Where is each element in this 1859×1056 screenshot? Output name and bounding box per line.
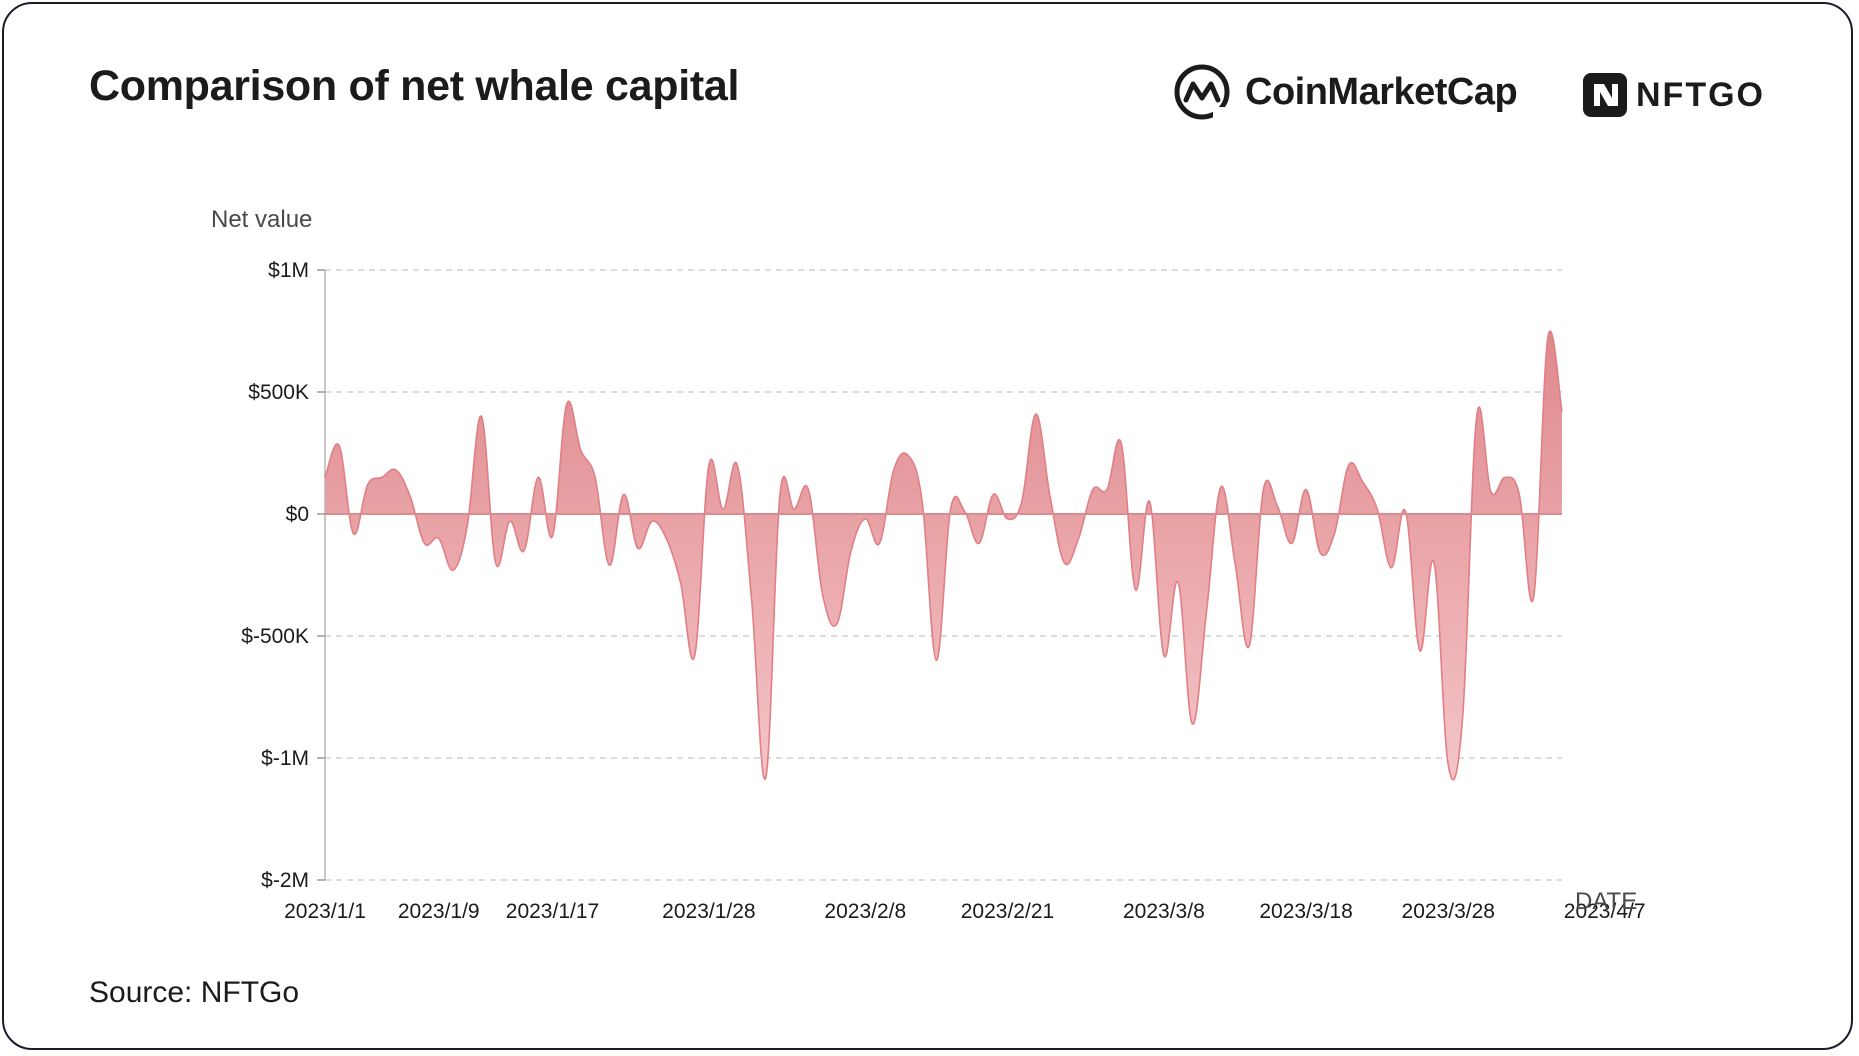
y-tick-label: $-500K	[241, 625, 309, 648]
x-axis-ticks: 2023/1/1 2023/1/9 2023/1/17 2023/1/28 2023/2…	[284, 900, 1645, 923]
nftgo-wordmark: NFTGO	[1636, 75, 1765, 114]
y-tick-label: $500K	[248, 381, 309, 404]
x-tick-label: 2023/3/8	[1123, 900, 1205, 923]
nftgo-logo: NFTGO	[1582, 72, 1765, 118]
y-tick-label: $-1M	[261, 747, 309, 770]
nftgo-logo-icon	[1583, 73, 1627, 117]
y-axis-label: Net value	[211, 206, 312, 233]
series-area-layer	[324, 330, 1563, 781]
coinmarketcap-logo: CoinMarketCap	[1173, 62, 1518, 122]
series-area	[325, 331, 1562, 780]
y-tick-label: $0	[286, 503, 309, 526]
source-note: Source: NFTGo	[89, 976, 300, 1009]
x-tick-label: 2023/1/1	[284, 900, 366, 923]
y-axis-ticks: $1M $500K $0 $-500K $-1M $-2M	[241, 259, 325, 892]
x-tick-label: 2023/1/9	[398, 900, 480, 923]
coinmarketcap-wordmark: CoinMarketCap	[1245, 70, 1518, 113]
x-tick-label: 2023/4/7	[1564, 900, 1646, 923]
x-tick-label: 2023/1/17	[506, 900, 599, 923]
y-tick-label: $1M	[268, 259, 309, 282]
x-tick-label: 2023/2/21	[961, 900, 1054, 923]
chart-title: Comparison of net whale capital	[89, 62, 740, 110]
grid-lines	[324, 269, 1562, 881]
x-tick-label: 2023/3/28	[1402, 900, 1495, 923]
series-line	[324, 330, 1563, 781]
y-tick-label: $-2M	[261, 869, 309, 892]
coinmarketcap-logo-icon	[1174, 64, 1230, 121]
x-tick-label: 2023/2/8	[824, 900, 906, 923]
x-axis-label: DATE	[1575, 888, 1637, 915]
x-tick-label: 2023/3/18	[1259, 900, 1352, 923]
x-tick-label: 2023/1/28	[662, 900, 755, 923]
